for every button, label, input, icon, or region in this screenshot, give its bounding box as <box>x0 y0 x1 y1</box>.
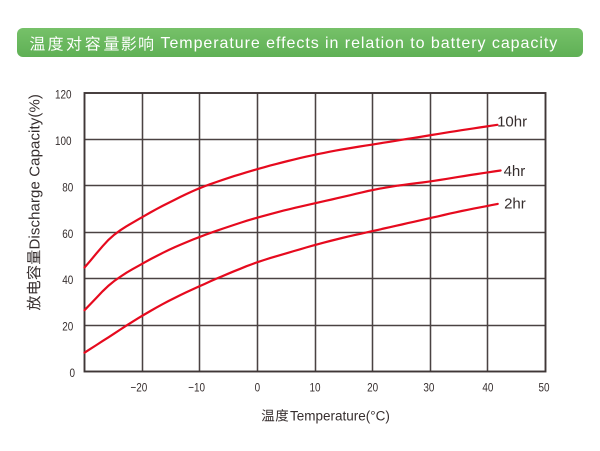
svg-text:Discharge Capacity(%): Discharge Capacity(%) <box>26 94 43 249</box>
svg-text:20: 20 <box>367 382 378 395</box>
svg-text:50: 50 <box>538 382 549 395</box>
svg-text:−10: −10 <box>188 382 205 395</box>
svg-text:120: 120 <box>55 89 72 102</box>
svg-text:Temperature effects in relatio: Temperature effects in relation to batte… <box>161 35 559 52</box>
svg-text:2hr: 2hr <box>504 196 526 213</box>
svg-text:100: 100 <box>55 135 72 148</box>
svg-text:30: 30 <box>423 382 434 395</box>
svg-text:0: 0 <box>69 367 75 380</box>
svg-text:−20: −20 <box>130 382 147 395</box>
svg-text:80: 80 <box>62 181 73 194</box>
svg-text:10: 10 <box>309 382 320 395</box>
svg-text:60: 60 <box>62 228 73 241</box>
svg-text:0: 0 <box>255 382 261 395</box>
svg-text:20: 20 <box>62 321 73 334</box>
svg-text:4hr: 4hr <box>504 163 526 180</box>
svg-text:Temperature(°C): Temperature(°C) <box>290 409 390 424</box>
svg-text:40: 40 <box>482 382 493 395</box>
svg-text:10hr: 10hr <box>497 113 527 130</box>
svg-text:40: 40 <box>62 274 73 287</box>
